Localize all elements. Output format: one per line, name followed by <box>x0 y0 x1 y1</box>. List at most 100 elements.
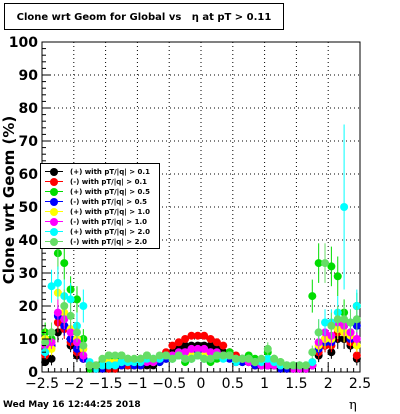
data-point <box>142 351 151 360</box>
data-point <box>155 351 164 360</box>
x-tick-label: −1 <box>127 376 148 392</box>
data-point <box>263 344 272 353</box>
series--with-pt-q-2-0 <box>41 213 361 370</box>
data-point <box>263 354 272 363</box>
data-point <box>92 361 101 370</box>
data-point <box>181 354 190 363</box>
data-point <box>123 354 132 363</box>
data-point <box>104 361 113 370</box>
legend-entry: (-) with pT/|q| > 1.0 <box>41 217 159 227</box>
y-tick-label: 40 <box>19 233 39 249</box>
data-point <box>289 361 298 370</box>
data-point <box>200 331 209 340</box>
chart-title-box: Clone wrt Geom for Global vs η at pT > 0… <box>4 3 284 30</box>
chart-title: Clone wrt Geom for Global vs η at pT > 0… <box>16 12 272 23</box>
data-point <box>295 361 304 370</box>
data-point <box>41 358 50 367</box>
legend-label: (-) with pT/|q| > 0.5 <box>70 198 147 206</box>
legend-label: (+) with pT/|q| > 0.5 <box>70 188 150 196</box>
data-point <box>41 338 50 347</box>
data-point <box>181 335 190 343</box>
legend-entry: (+) with pT/|q| > 0.1 <box>41 167 159 177</box>
data-point <box>308 292 317 301</box>
y-tick-label: 50 <box>19 200 39 216</box>
data-point <box>66 311 75 320</box>
data-point <box>47 354 56 363</box>
data-point <box>168 354 177 363</box>
legend-marker <box>50 198 58 206</box>
y-tick-label: 30 <box>19 266 39 282</box>
legend-entry: (+) with pT/|q| > 0.5 <box>41 187 159 197</box>
legend-label: (+) with pT/|q| > 1.0 <box>70 208 150 216</box>
data-point <box>79 341 88 350</box>
data-point <box>104 351 113 360</box>
data-point <box>340 203 349 211</box>
data-point <box>193 331 202 340</box>
data-point <box>206 341 215 350</box>
x-tick-label: 2 <box>324 376 333 392</box>
data-point <box>85 361 94 370</box>
legend-label: (-) with pT/|q| > 2.0 <box>70 238 147 246</box>
data-point <box>200 344 209 353</box>
data-point <box>333 315 342 324</box>
legend-label: (-) with pT/|q| > 0.1 <box>70 178 147 186</box>
data-point <box>79 302 88 310</box>
x-tick-label: 1.5 <box>285 376 307 392</box>
data-point <box>238 354 247 363</box>
footer-date: Wed May 16 12:44:25 2018 <box>3 400 141 410</box>
legend-label: (+) with pT/|q| > 2.0 <box>70 228 150 236</box>
y-tick-label: 0 <box>28 365 38 381</box>
data-point <box>200 354 209 363</box>
x-tick-label: 2.5 <box>349 376 371 392</box>
data-point <box>352 335 361 343</box>
data-point <box>314 328 323 337</box>
legend-entry: (-) with pT/|q| > 0.1 <box>41 177 159 187</box>
data-point <box>53 308 62 317</box>
data-point <box>47 328 56 337</box>
data-point <box>308 358 317 367</box>
legend-marker <box>50 168 58 176</box>
data-point <box>66 328 75 337</box>
data-point <box>53 278 62 287</box>
x-tick-label: −2.5 <box>25 376 59 392</box>
data-point <box>231 354 240 363</box>
data-point <box>321 259 330 268</box>
data-point <box>263 361 272 370</box>
legend-entry: (-) with pT/|q| > 2.0 <box>41 237 159 247</box>
data-point <box>244 354 253 363</box>
legend-entry: (+) with pT/|q| > 1.0 <box>41 207 159 217</box>
data-point <box>168 341 177 350</box>
data-point <box>212 338 221 347</box>
data-point <box>174 338 183 347</box>
data-point <box>352 315 361 324</box>
data-point <box>340 315 349 324</box>
data-point <box>251 358 260 367</box>
legend-marker <box>50 218 58 226</box>
data-markers <box>41 124 361 373</box>
data-point <box>187 344 196 353</box>
data-point <box>327 321 336 330</box>
legend-marker <box>50 238 58 246</box>
data-point <box>206 354 215 363</box>
data-point <box>193 351 202 360</box>
x-tick-label: −1.5 <box>89 376 123 392</box>
data-point <box>136 354 145 363</box>
data-point <box>308 348 317 357</box>
x-tick-label: 1 <box>260 376 269 392</box>
data-point <box>47 282 56 291</box>
y-tick-label: 10 <box>19 332 39 348</box>
data-point <box>257 354 266 363</box>
data-point <box>327 262 336 271</box>
legend-marker <box>50 208 58 216</box>
data-point <box>212 351 221 360</box>
data-point <box>174 351 183 360</box>
x-tick-label: −0.5 <box>152 376 186 392</box>
data-point <box>181 341 190 350</box>
data-point <box>270 354 279 363</box>
data-point <box>72 295 81 304</box>
legend-label: (-) with pT/|q| > 1.0 <box>70 218 147 226</box>
data-point <box>206 335 215 343</box>
data-point <box>219 351 228 360</box>
y-tick-label: 70 <box>19 134 39 150</box>
